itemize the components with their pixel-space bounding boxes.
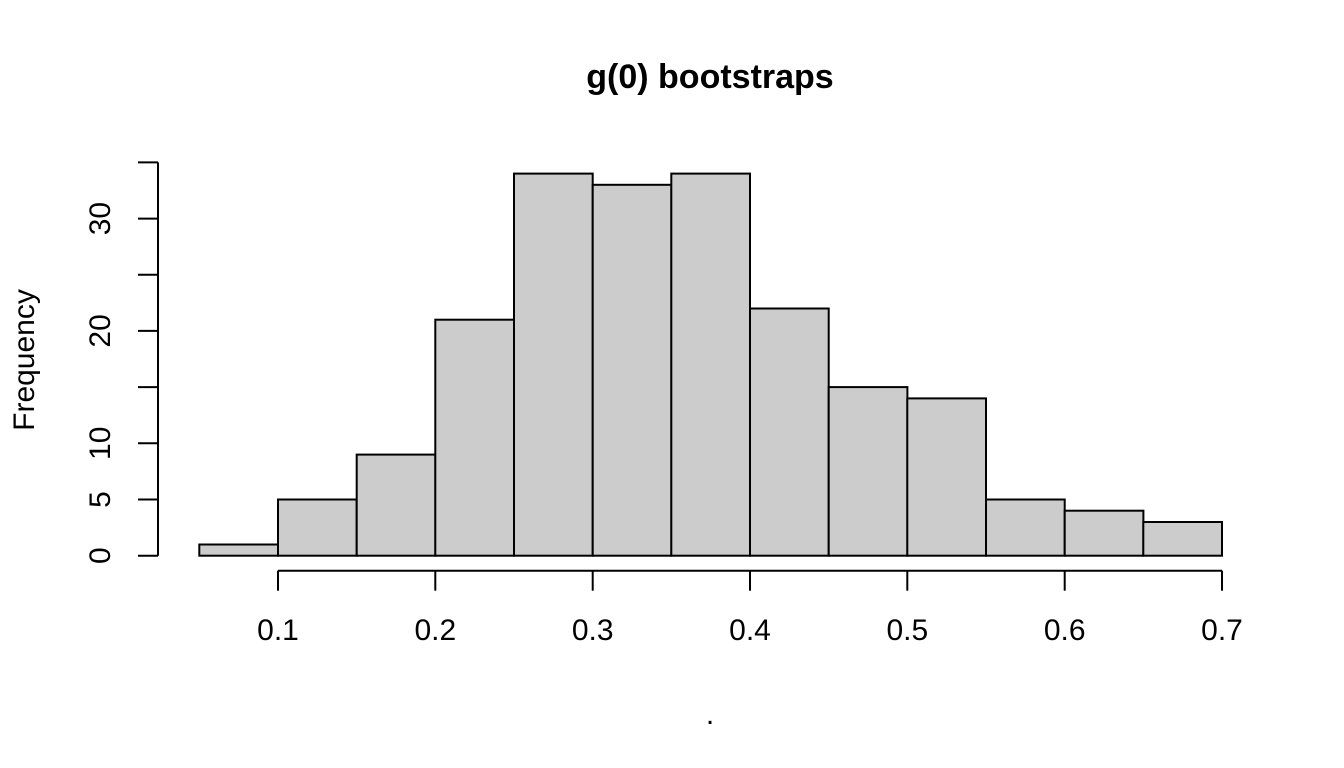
histogram-bar xyxy=(827,386,909,557)
histogram-bar xyxy=(749,307,830,557)
y-tick-label: 30 xyxy=(84,202,117,235)
histogram-bar xyxy=(1142,521,1224,557)
histogram-bar xyxy=(1063,509,1145,557)
histogram-bar xyxy=(198,543,279,557)
histogram-bar xyxy=(355,453,437,557)
x-tick-label: 0.6 xyxy=(1044,614,1086,647)
x-tick-label: 0.3 xyxy=(572,614,614,647)
x-tick-label: 0.7 xyxy=(1201,614,1243,647)
chart-title: g(0) bootstraps xyxy=(586,58,834,96)
y-tick-label: 0 xyxy=(84,547,117,564)
x-axis-label: . xyxy=(705,698,715,731)
x-tick-label: 0.4 xyxy=(729,614,771,647)
y-tick-label: 10 xyxy=(84,427,117,460)
histogram-bar xyxy=(906,397,987,557)
histogram-bar xyxy=(513,172,594,557)
x-tick-label: 0.5 xyxy=(886,614,928,647)
x-tick-label: 0.1 xyxy=(257,614,299,647)
histogram-bar xyxy=(434,318,515,557)
y-tick-label: 5 xyxy=(84,491,117,508)
x-tick-label: 0.2 xyxy=(414,614,456,647)
histogram-bar xyxy=(591,183,673,557)
histogram-bar xyxy=(277,498,358,557)
y-tick-label: 20 xyxy=(84,314,117,347)
histogram-bar xyxy=(985,498,1066,557)
histogram-bar xyxy=(670,172,751,557)
